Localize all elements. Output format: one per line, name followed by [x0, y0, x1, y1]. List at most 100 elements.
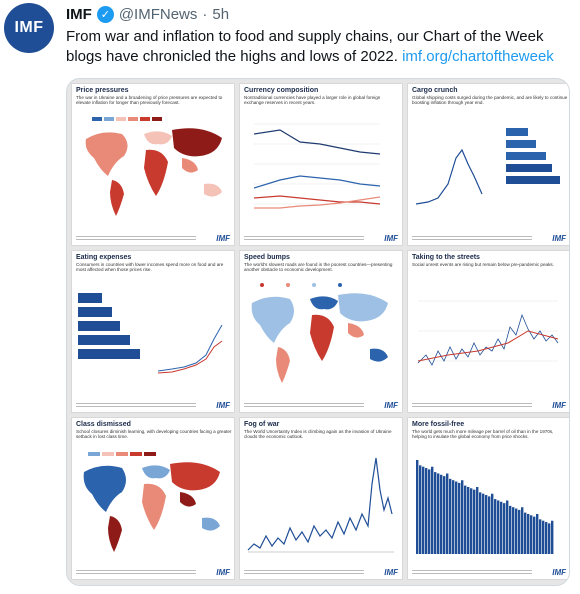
fossil-bar — [494, 499, 497, 554]
fossil-bar — [458, 482, 461, 554]
fossil-bar — [467, 486, 470, 554]
chart-card-speed-bumps: Speed bumps The world's slowest roads ar… — [239, 250, 403, 413]
imf-logo: IMF — [552, 234, 566, 243]
fossil-bar — [497, 500, 500, 554]
unrest-line-chart — [417, 300, 559, 366]
chart-subtitle: Consumers in countries with lower income… — [76, 262, 224, 273]
fossil-bar — [521, 507, 524, 554]
fossil-bar — [518, 509, 521, 554]
chart-subtitle: Nontraditional currencies have played a … — [244, 95, 381, 106]
fossil-bar — [425, 468, 428, 554]
chart-title: Fog of war — [244, 421, 280, 428]
fossil-bar — [509, 505, 512, 554]
imf-logo: IMF — [384, 401, 398, 410]
fossil-bar — [431, 466, 434, 554]
fossil-bar — [515, 508, 518, 554]
fossil-bar — [545, 522, 548, 554]
chart-source-note — [412, 236, 532, 242]
chart-subtitle: The World Uncertainty Index is climbing … — [244, 429, 392, 440]
imf-logo: IMF — [552, 401, 566, 410]
fossil-bar — [449, 478, 452, 554]
fossil-bar — [536, 514, 539, 554]
chart-title: Currency composition — [244, 87, 319, 94]
chart-grid: Price pressures The war in Ukraine and a… — [67, 79, 569, 585]
fossil-bar — [512, 507, 515, 554]
chart-source-note — [244, 403, 364, 409]
fossil-bar — [476, 487, 479, 554]
currency-line-chart — [253, 123, 381, 209]
imf-logo: IMF — [384, 568, 398, 577]
avatar[interactable]: IMF — [4, 3, 54, 53]
account-handle[interactable]: @IMFNews — [118, 6, 198, 23]
fossil-bar — [482, 493, 485, 554]
imf-logo: IMF — [216, 568, 230, 577]
fossil-bar — [446, 473, 449, 554]
chart-title: Eating expenses — [76, 254, 132, 261]
fossil-bar — [422, 466, 425, 554]
chart-title: Cargo crunch — [412, 87, 458, 94]
fossil-bar — [443, 476, 446, 554]
fossil-bar — [434, 472, 437, 554]
chart-card-cargo-crunch: Cargo crunch Global shipping costs surge… — [407, 83, 569, 246]
fossil-bar — [530, 515, 533, 554]
account-name[interactable]: IMF — [66, 6, 92, 23]
tweet-media-image[interactable]: Price pressures The war in Ukraine and a… — [66, 78, 570, 586]
fossil-bar — [455, 481, 458, 554]
fossil-bar — [527, 513, 530, 554]
chart-title: Speed bumps — [244, 254, 290, 261]
chart-source-note — [412, 570, 532, 576]
chart-subtitle: Global shipping costs surged during the … — [412, 95, 568, 106]
fossil-bar — [437, 473, 440, 554]
fossil-bar — [485, 495, 488, 554]
fossil-bar — [542, 520, 545, 554]
tweet-header: IMF ✓ @IMFNews · 5h — [66, 6, 229, 23]
chart-source-note — [412, 403, 532, 409]
fossil-bar — [488, 496, 491, 554]
fossil-bar — [428, 469, 431, 554]
uncertainty-index-chart — [247, 457, 394, 553]
tweet-timestamp[interactable]: 5h — [212, 6, 230, 23]
chart-title: Taking to the streets — [412, 254, 480, 261]
cargo-line-and-bar-chart — [415, 128, 560, 205]
verified-badge-icon: ✓ — [96, 6, 114, 23]
chart-subtitle: The war in Ukraine and a broadening of p… — [76, 95, 223, 106]
fossil-bar — [464, 485, 467, 554]
fossil-bar — [479, 492, 482, 554]
imf-logo: IMF — [384, 234, 398, 243]
fossil-bar — [551, 520, 554, 554]
imf-logo: IMF — [216, 234, 230, 243]
food-bar-and-line-chart — [78, 293, 223, 374]
chart-title: More fossil-free — [412, 421, 465, 428]
chart-card-class-dismissed: Class dismissed School closures diminish… — [71, 417, 235, 580]
fossil-bar — [524, 512, 527, 554]
chart-card-more-fossil-free: More fossil-free The world gets much mor… — [407, 417, 569, 580]
tweet-link[interactable]: imf.org/chartoftheweek — [402, 48, 554, 65]
chart-source-note — [244, 236, 364, 242]
chart-source-note — [76, 236, 196, 242]
chart-source-note — [76, 403, 196, 409]
fossil-bar — [461, 480, 464, 554]
fossil-bar — [470, 488, 473, 554]
fossil-bar — [491, 493, 494, 554]
fossil-bar — [506, 500, 509, 554]
chart-subtitle: The world gets much more mileage per bar… — [412, 429, 554, 440]
fossil-bar — [440, 474, 443, 554]
fossil-bar — [416, 460, 419, 554]
fossil-bar — [500, 501, 503, 554]
chart-card-taking-to-the-streets: Taking to the streets Social unrest even… — [407, 250, 569, 413]
imf-logo: IMF — [216, 401, 230, 410]
chart-card-price-pressures: Price pressures The war in Ukraine and a… — [71, 83, 235, 246]
fossil-bar — [533, 516, 536, 554]
chart-card-fog-of-war: Fog of war The World Uncertainty Index i… — [239, 417, 403, 580]
fossil-bar-chart — [416, 460, 554, 554]
chart-title: Class dismissed — [76, 421, 131, 428]
fossil-bar — [539, 519, 542, 554]
separator-dot: · — [202, 6, 208, 23]
tweet-text: From war and inflation to food and suppl… — [66, 27, 571, 67]
chart-subtitle: School closures diminish learning, with … — [76, 429, 232, 440]
chart-card-eating-expenses: Eating expenses Consumers in countries w… — [71, 250, 235, 413]
chart-title: Price pressures — [76, 87, 129, 94]
chart-subtitle: Social unrest events are rising but rema… — [412, 262, 554, 267]
chart-card-currency-composition: Currency composition Nontraditional curr… — [239, 83, 403, 246]
